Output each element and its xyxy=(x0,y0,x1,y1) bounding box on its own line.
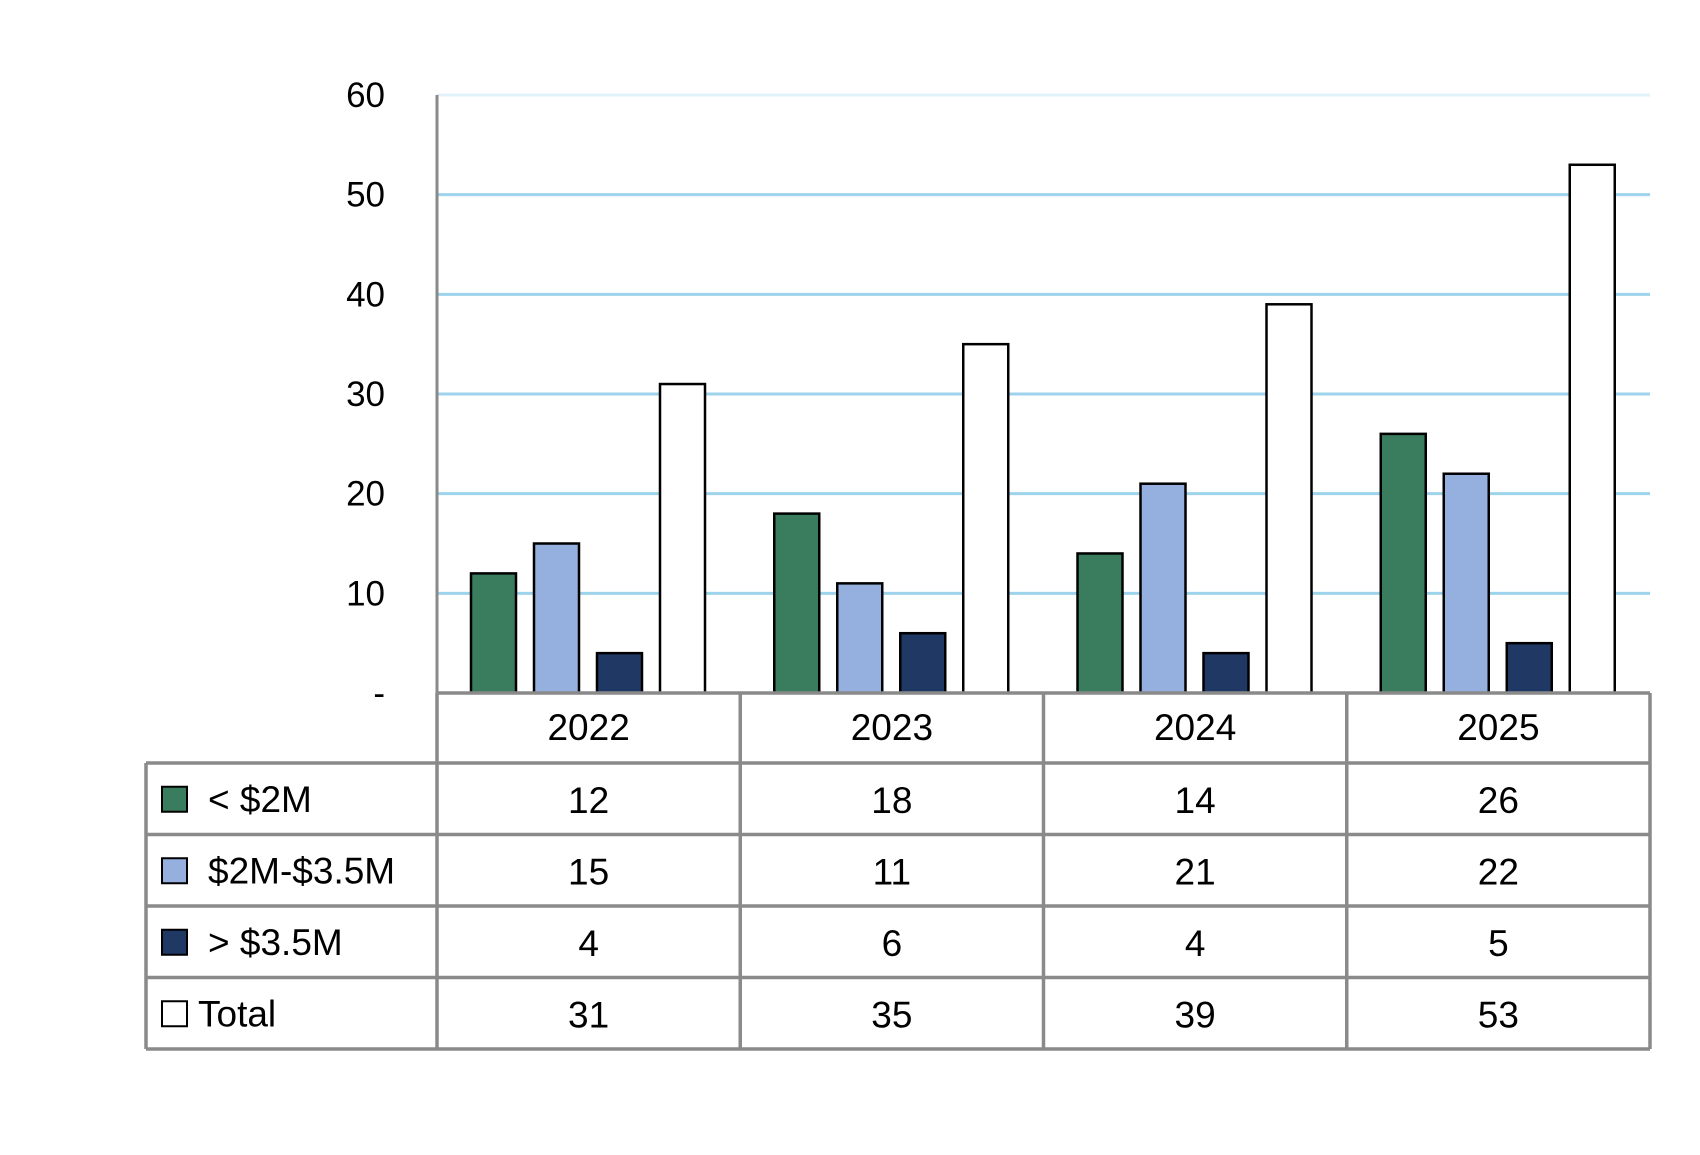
bar xyxy=(1265,303,1313,695)
data-label: 18 xyxy=(871,780,912,821)
data-label: 6 xyxy=(882,923,903,964)
y-tick-labels: - 10 20 30 40 50 60 xyxy=(346,76,385,713)
bar xyxy=(1202,651,1250,695)
data-label: 4 xyxy=(578,923,599,964)
x-tick-label: 2024 xyxy=(1154,707,1236,748)
bar xyxy=(469,572,518,695)
series-label: < $2M xyxy=(208,779,312,820)
legend-swatch xyxy=(161,1000,188,1028)
bar xyxy=(595,651,644,695)
legend-swatch xyxy=(161,857,188,885)
bar xyxy=(1442,472,1490,695)
data-label: 14 xyxy=(1175,780,1216,821)
x-tick-label: 2025 xyxy=(1457,707,1539,748)
bar xyxy=(836,582,884,695)
series-label: > $3.5M xyxy=(208,922,343,963)
legend-swatch xyxy=(161,785,188,813)
data-label: 53 xyxy=(1478,994,1519,1035)
series-label: Total xyxy=(198,993,276,1034)
data-label: 22 xyxy=(1478,851,1519,892)
series-label: $2M-$3.5M xyxy=(208,850,395,891)
data-label: 26 xyxy=(1478,780,1519,821)
data-label: 4 xyxy=(1185,923,1206,964)
data-label: 11 xyxy=(873,851,911,892)
bar xyxy=(899,631,947,695)
data-label: 35 xyxy=(871,994,912,1035)
y-tick-label: 20 xyxy=(346,475,385,514)
data-label: 5 xyxy=(1488,923,1509,964)
data-label: 31 xyxy=(568,994,609,1035)
bar xyxy=(1568,163,1616,695)
bar xyxy=(1139,482,1187,695)
y-tick-label: - xyxy=(373,674,385,713)
data-label: 39 xyxy=(1175,994,1216,1035)
bar xyxy=(962,342,1010,695)
data-table: 2022 2023 2024 2025 < $2M 12 18 14 26 $2M-$3.5M 15… xyxy=(144,691,1652,1051)
bar xyxy=(532,542,581,695)
bar xyxy=(1505,641,1553,695)
x-tick-label: 2023 xyxy=(851,707,933,748)
data-label: 12 xyxy=(568,780,609,821)
data-label: 21 xyxy=(1175,851,1216,892)
data-label: 15 xyxy=(568,851,609,892)
bar xyxy=(1076,552,1124,695)
y-tick-label: 30 xyxy=(346,375,385,414)
bars xyxy=(469,163,1616,695)
x-tick-label: 2022 xyxy=(547,707,629,748)
bar xyxy=(1379,432,1427,695)
bar xyxy=(773,512,821,695)
y-tick-label: 60 xyxy=(346,76,385,115)
y-tick-label: 50 xyxy=(346,176,385,215)
y-tick-label: 10 xyxy=(346,574,385,613)
y-tick-label: 40 xyxy=(346,275,385,314)
bar xyxy=(658,382,707,695)
legend-swatch xyxy=(161,928,188,956)
